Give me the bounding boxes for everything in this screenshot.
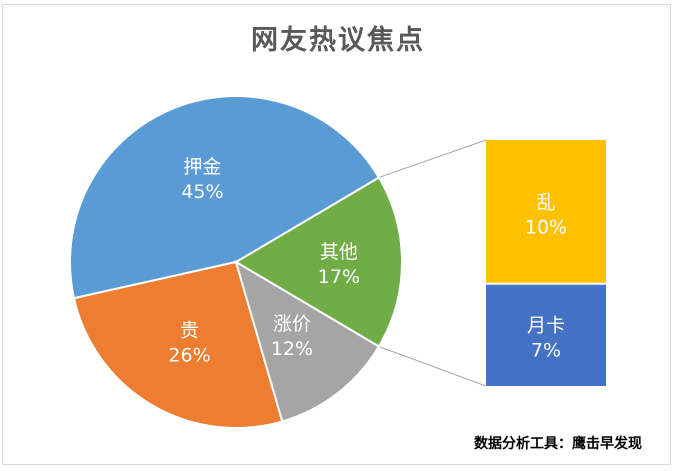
pie-slice-3 [234, 259, 381, 423]
bar-value-1: 7% [531, 339, 561, 361]
bar-label-0: 乱 [536, 191, 555, 213]
pie-slice-1 [69, 95, 381, 300]
slice-value-1: 45% [181, 181, 223, 203]
bar-value-0: 10% [525, 216, 567, 238]
connector-line-top [378, 139, 487, 178]
bar-segment-0 [486, 140, 606, 283]
pie-slice-0 [234, 176, 403, 348]
bar-label-1: 月卡 [527, 314, 565, 336]
pie-slice-2 [72, 260, 284, 429]
slice-value-2: 26% [168, 345, 210, 367]
slice-label-3: 涨价 [273, 313, 311, 335]
slice-label-1: 押金 [183, 156, 221, 178]
connector-line-bottom [378, 346, 487, 387]
source-note: 数据分析工具：鹰击早发现 [474, 436, 642, 452]
slice-label-2: 贵 [180, 320, 199, 342]
slice-value-3: 12% [271, 338, 313, 360]
bar-segment-1 [486, 284, 606, 386]
chart-title: 网友热议焦点 [251, 25, 425, 56]
slice-value-0: 17% [318, 266, 360, 288]
slice-label-0: 其他 [320, 241, 358, 263]
